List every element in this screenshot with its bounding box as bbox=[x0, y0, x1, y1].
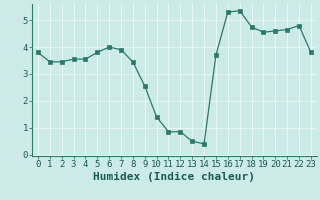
X-axis label: Humidex (Indice chaleur): Humidex (Indice chaleur) bbox=[93, 172, 255, 182]
